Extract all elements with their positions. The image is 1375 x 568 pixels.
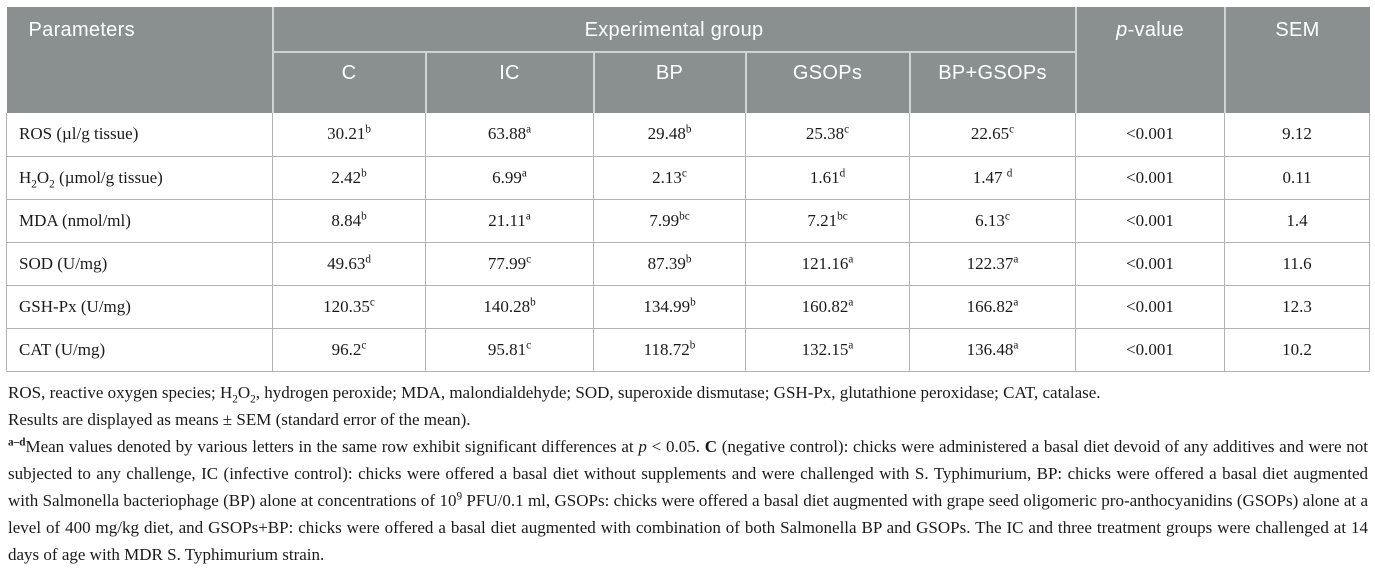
table-body: ROS (µl/g tissue) 30.21b 63.88a 29.48b 25.38…	[6, 113, 1371, 372]
value-cell: 118.72b	[593, 327, 746, 372]
table-row: MDA (nmol/ml) 8.84b 21.11a 7.99bc 7.21bc 6.13…	[6, 198, 1371, 243]
value-cell: 8.84b	[272, 198, 426, 243]
value-cell: 7.99bc	[593, 198, 746, 243]
table-row: ROS (µl/g tissue) 30.21b 63.88a 29.48b 25.38…	[6, 113, 1371, 157]
header-group-gsops: GSOPs	[745, 52, 911, 113]
header-group-ic: IC	[425, 52, 595, 113]
sem-cell: 0.11	[1224, 155, 1371, 200]
header-group-bp-gsops: BP+GSOPs	[909, 52, 1077, 113]
p-value-cell: <0.001	[1075, 198, 1226, 243]
value-cell: 25.38c	[745, 113, 910, 157]
p-value-cell: <0.001	[1075, 284, 1226, 329]
footnotes: ROS, reactive oxygen species; H2O2, hydr…	[8, 379, 1368, 568]
value-cell: 120.35c	[272, 284, 426, 329]
value-cell: 63.88a	[425, 113, 594, 157]
table-row: SOD (U/mg) 49.63d 77.99c 87.39b 121.16a 122.3…	[6, 241, 1371, 286]
sem-cell: 9.12	[1224, 113, 1371, 157]
header-experimental-group: Experimental group	[272, 7, 1077, 53]
value-cell: 30.21b	[272, 113, 426, 157]
p-value-italic: p	[1116, 19, 1128, 41]
parameter-cell: H2O2 (µmol/g tissue)	[6, 155, 273, 200]
footnote-paragraph: a–dMean values denoted by various letter…	[8, 435, 1369, 564]
table-header: Parameters Experimental group p-value SE…	[6, 7, 1370, 113]
value-cell: 95.81c	[425, 327, 594, 372]
sem-cell: 10.2	[1224, 327, 1371, 372]
value-cell: 96.2c	[272, 327, 426, 372]
value-cell: 29.48b	[593, 113, 746, 157]
value-cell: 121.16a	[745, 241, 910, 286]
table-row: CAT (U/mg) 96.2c 95.81c 118.72b 132.15a 136.4…	[6, 327, 1371, 372]
value-cell: 22.65c	[908, 113, 1077, 157]
parameter-cell: MDA (nmol/ml)	[6, 198, 273, 243]
header-group-bp: BP	[593, 52, 747, 113]
p-value-cell: <0.001	[1075, 155, 1226, 200]
parameter-cell: SOD (U/mg)	[6, 241, 273, 286]
sem-cell: 1.4	[1224, 198, 1371, 243]
value-cell: 1.47 d	[908, 155, 1077, 200]
value-cell: 2.13c	[593, 155, 746, 200]
p-value-cell: <0.001	[1075, 113, 1226, 157]
value-cell: 132.15a	[745, 327, 910, 372]
value-cell: 134.99b	[593, 284, 746, 329]
parameter-cell: CAT (U/mg)	[6, 327, 273, 372]
sem-cell: 11.6	[1224, 241, 1371, 286]
value-cell: 160.82a	[745, 284, 910, 329]
value-cell: 2.42b	[272, 155, 426, 200]
p-value-rest: -value	[1127, 19, 1184, 41]
footnote-paragraph: Results are displayed as means ± SEM (st…	[8, 409, 471, 429]
value-cell: 136.48a	[908, 327, 1077, 372]
oxidative-stress-table: Parameters Experimental group p-value SE…	[6, 7, 1371, 372]
header-p-value: p-value	[1075, 7, 1226, 113]
p-value-cell: <0.001	[1075, 241, 1226, 286]
header-sem: SEM	[1224, 7, 1370, 113]
header-parameters: Parameters	[6, 7, 274, 113]
value-cell: 87.39b	[593, 241, 746, 286]
table-row: GSH-Px (U/mg) 120.35c 140.28b 134.99b 160.82…	[6, 284, 1371, 329]
value-cell: 1.61d	[745, 155, 910, 200]
sem-cell: 12.3	[1224, 284, 1371, 329]
parameter-cell: ROS (µl/g tissue)	[6, 113, 273, 157]
value-cell: 7.21bc	[745, 198, 910, 243]
value-cell: 77.99c	[425, 241, 594, 286]
header-group-c: C	[272, 52, 427, 113]
value-cell: 6.13c	[908, 198, 1077, 243]
parameter-cell: GSH-Px (U/mg)	[6, 284, 273, 329]
footnote-paragraph: ROS, reactive oxygen species; H2O2, hydr…	[8, 382, 1101, 405]
value-cell: 122.37a	[908, 241, 1077, 286]
value-cell: 140.28b	[425, 284, 594, 329]
table-row: H2O2 (µmol/g tissue) 2.42b 6.99a 2.13c 1.61d…	[6, 155, 1371, 200]
value-cell: 166.82a	[908, 284, 1077, 329]
p-value-cell: <0.001	[1075, 327, 1226, 372]
value-cell: 6.99a	[425, 155, 594, 200]
value-cell: 21.11a	[425, 198, 594, 243]
value-cell: 49.63d	[272, 241, 426, 286]
